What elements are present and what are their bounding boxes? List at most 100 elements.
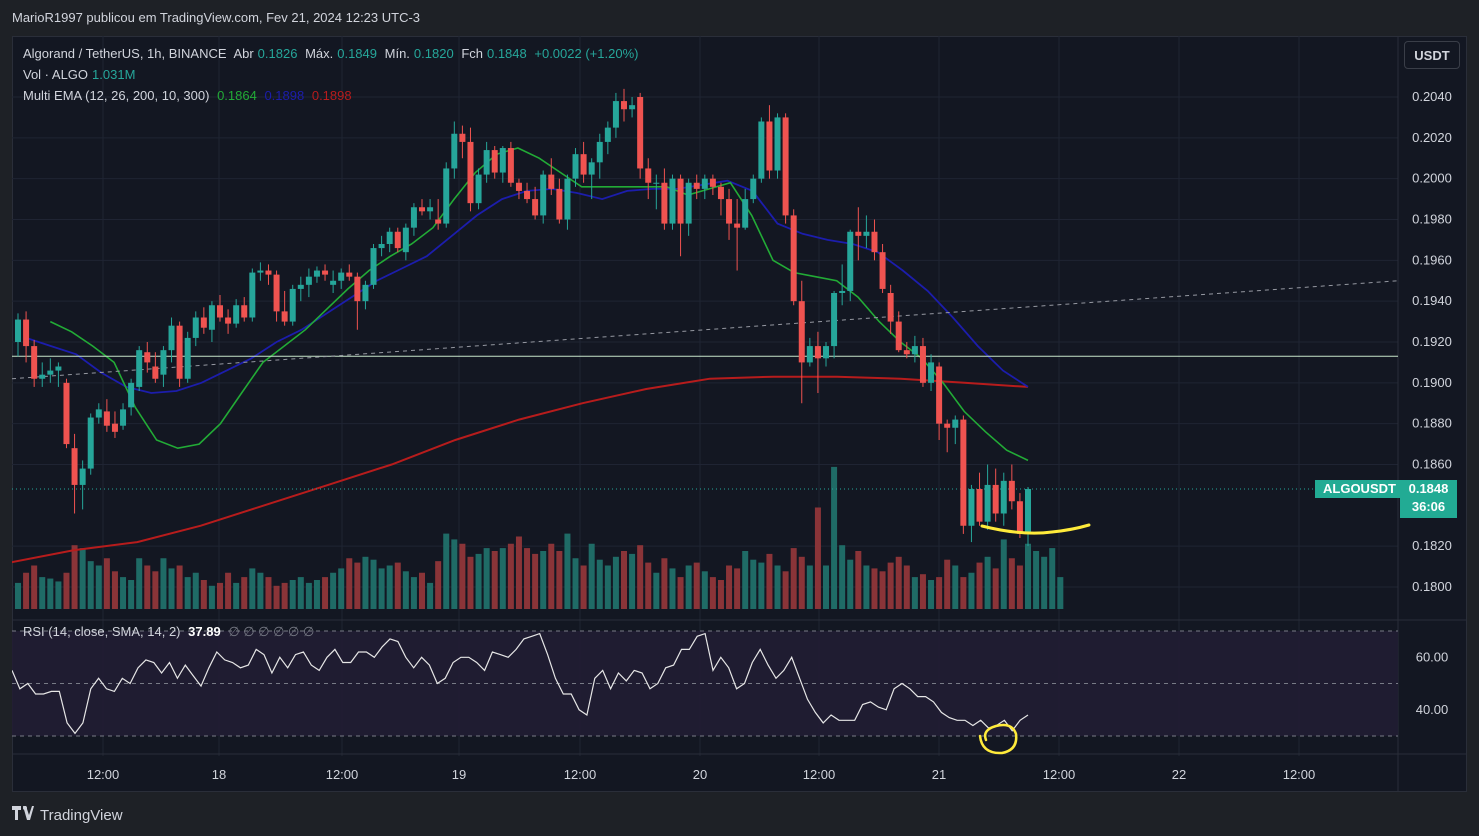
candle-body [289, 288, 296, 322]
candle-body [370, 248, 377, 285]
candle-body [532, 199, 539, 216]
volume-bar [839, 545, 846, 609]
volume-legend: Vol · ALGO 1.031M [23, 67, 139, 82]
time-tick-label: 19 [452, 767, 466, 782]
volume-bar [903, 565, 910, 609]
time-tick-label: 22 [1172, 767, 1186, 782]
volume-bar [200, 580, 207, 609]
candle-body [871, 231, 878, 253]
price-tick-label: 0.1860 [1412, 457, 1452, 472]
volume-bar [548, 543, 555, 609]
price-tick-label: 0.1820 [1412, 538, 1452, 553]
publisher-header: MarioR1997 publicou em TradingView.com, … [12, 10, 421, 25]
volume-bar [621, 551, 627, 609]
volume-bar [459, 543, 466, 609]
volume-bar [588, 543, 595, 609]
rsi-tick-label: 60.00 [1416, 649, 1449, 664]
candle-body [774, 117, 781, 171]
volume-bar [475, 553, 482, 609]
volume-bar [483, 548, 490, 609]
volume-bar [354, 562, 361, 609]
candle-body [31, 346, 38, 379]
volume-bar [249, 568, 256, 609]
open-label: Abr [233, 46, 254, 61]
volume-bar [370, 559, 377, 609]
candle-body [120, 409, 127, 426]
footer-brand[interactable]: TradingView [12, 802, 123, 825]
candle-body [855, 231, 862, 236]
ema-slow-line [12, 375, 1029, 564]
candle-body [184, 337, 191, 379]
volume-bar [23, 572, 30, 609]
candle-body [87, 417, 94, 469]
volume-bar [653, 572, 660, 609]
candle-body [281, 311, 288, 322]
volume-bar [677, 577, 684, 609]
rsi-extra: ∅ ∅ ∅ ∅ ∅ ∅ [228, 624, 315, 639]
candle-body [305, 276, 312, 285]
candle-body [790, 215, 797, 302]
price-chart[interactable]: 0.2040 0.2020 0.2000 0.1980 0.1960 0.1940 0.19… [12, 36, 1467, 792]
volume-bar [378, 568, 385, 609]
volume-bar [887, 562, 894, 609]
volume-bar [128, 580, 135, 609]
volume-bar [992, 568, 999, 609]
candle-body [863, 231, 870, 236]
price-tick-label: 0.1960 [1412, 252, 1452, 267]
volume-bar [774, 565, 781, 609]
candle-body [717, 186, 724, 200]
time-tick-label: 20 [693, 767, 707, 782]
candle-body [798, 301, 805, 363]
volume-bar [297, 577, 304, 609]
candle-body [580, 154, 587, 175]
price-axis: 0.2040 0.2020 0.2000 0.1980 0.1960 0.1940 0.19… [1412, 89, 1452, 717]
volume-bar [798, 556, 805, 609]
rsi-tick-label: 40.00 [1416, 702, 1449, 717]
candle-body [23, 319, 30, 347]
candle-body [451, 133, 458, 169]
volume-bar [362, 556, 369, 609]
candle-body [483, 150, 490, 175]
volume-bar [103, 558, 110, 609]
candle-body [378, 244, 385, 249]
volume-bar [289, 580, 296, 609]
volume-bar [540, 551, 547, 609]
support-underline-marker [980, 523, 1091, 535]
candle-body [984, 484, 991, 522]
candle-body [944, 423, 951, 428]
candle-body [524, 190, 531, 200]
currency-button[interactable]: USDT [1404, 41, 1460, 69]
candle-body [39, 374, 46, 379]
candle-body [330, 280, 337, 285]
candle-body [217, 305, 223, 318]
ema-mid-line [25, 179, 1029, 394]
volume-bar [863, 565, 870, 609]
candle-body [911, 346, 918, 355]
volume-bar [766, 553, 773, 609]
time-tick-label: 18 [212, 767, 226, 782]
rsi-label: RSI (14, close, SMA, 14, 2) [23, 624, 181, 639]
volume-bar [265, 577, 272, 609]
time-axis: 12:00 18 12:00 19 12:00 20 12:00 21 12:00 22 12:00 [87, 767, 1316, 782]
volume-bar [823, 565, 829, 609]
volume-bar [281, 582, 288, 609]
candle-body [443, 168, 450, 224]
candle-body [192, 317, 199, 338]
candle-body [265, 270, 272, 275]
volume-bar [241, 577, 248, 609]
volume-bar [726, 565, 733, 609]
volume-bar [47, 578, 54, 609]
volume-bar [176, 565, 183, 609]
volume-bar [596, 559, 603, 609]
candle-body [588, 162, 595, 175]
candle-body [176, 325, 183, 379]
volume-bar [443, 533, 450, 609]
candle-body [903, 350, 910, 355]
candle-body [936, 366, 943, 424]
volume-bar [936, 577, 943, 609]
volume-bar [451, 539, 458, 609]
candle-body [814, 346, 821, 359]
volume-bar [629, 553, 636, 609]
candle-body [895, 321, 902, 351]
volume-bar [79, 548, 86, 609]
